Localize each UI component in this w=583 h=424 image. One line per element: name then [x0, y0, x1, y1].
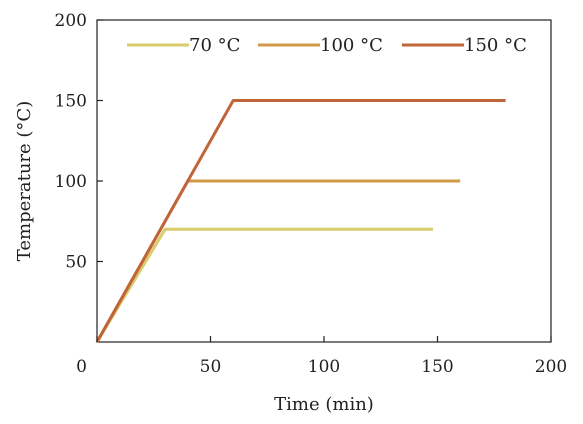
- y-tick-label: 150: [55, 92, 87, 112]
- x-tick-label: 150: [421, 357, 453, 377]
- y-axis-title: Temperature (°C): [14, 101, 35, 261]
- series-layer: [95, 99, 506, 343]
- legend-label-3: 150 °C: [464, 35, 527, 56]
- x-tick-label: 100: [308, 357, 340, 377]
- legend-label-1: 70 °C: [189, 35, 240, 56]
- y-tick-label: 200: [55, 11, 87, 31]
- x-tick-label: 0: [76, 357, 87, 377]
- x-axis-title: Time (min): [274, 394, 374, 415]
- y-tick-label: 100: [55, 172, 87, 192]
- ticks-layer: 0 50 100 150 200 50 100 150 200: [55, 11, 568, 377]
- x-tick-label: 200: [535, 357, 567, 377]
- y-tick-label: 50: [65, 253, 87, 273]
- legend: 70 °C 100 °C 150 °C: [127, 35, 527, 56]
- series-line-3: [95, 99, 506, 343]
- x-tick-label: 50: [200, 357, 222, 377]
- series-line-2: [95, 179, 461, 343]
- legend-label-2: 100 °C: [320, 35, 383, 56]
- series-line-1: [95, 227, 433, 343]
